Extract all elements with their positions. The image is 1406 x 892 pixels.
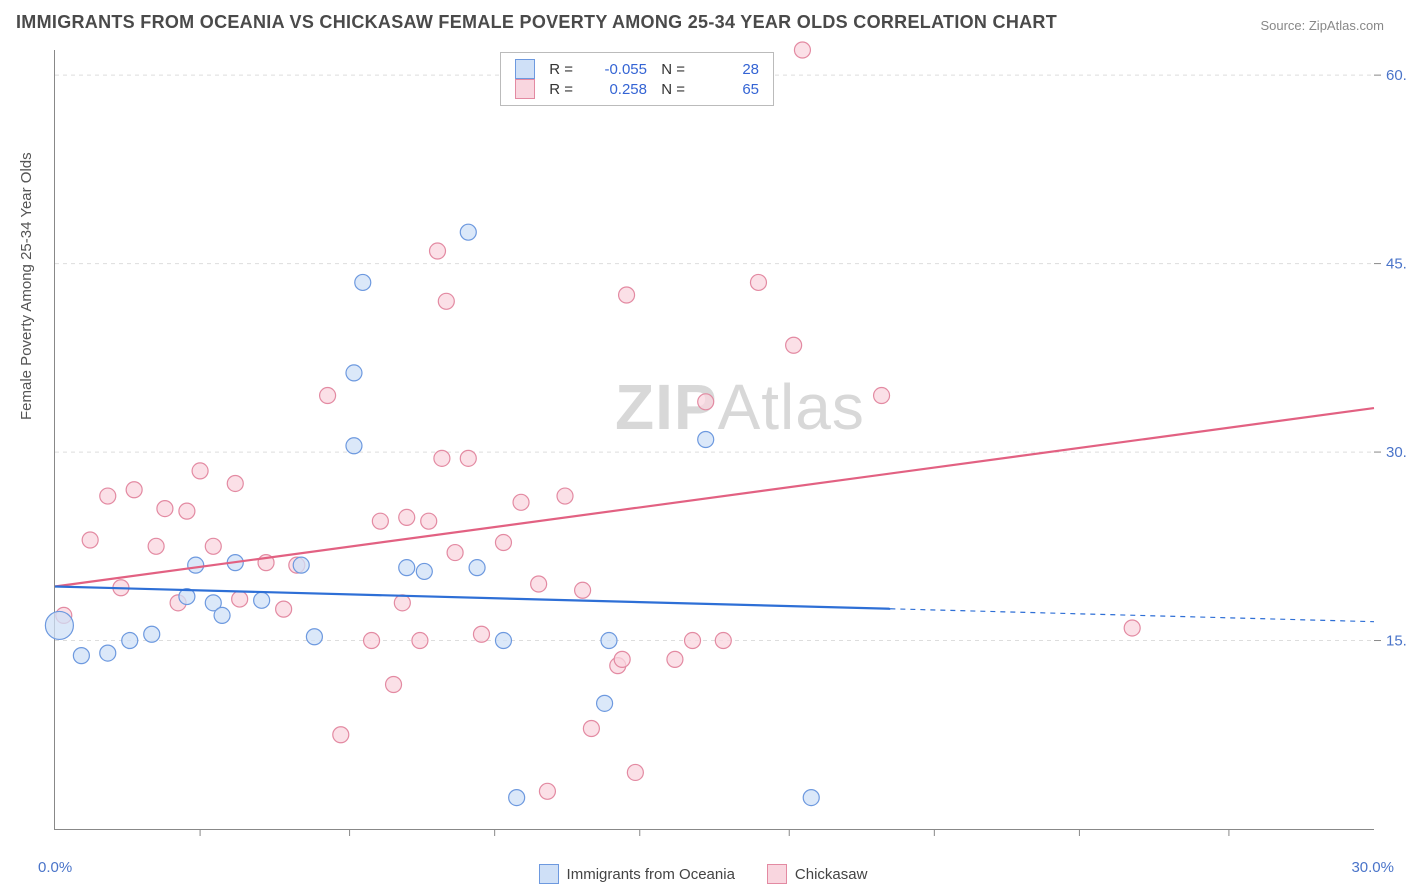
swatch-a-icon (539, 864, 559, 884)
chart-title: IMMIGRANTS FROM OCEANIA VS CHICKASAW FEM… (16, 12, 1057, 33)
legend-item-b: Chickasaw (767, 864, 868, 884)
chart-container: IMMIGRANTS FROM OCEANIA VS CHICKASAW FEM… (0, 0, 1406, 892)
legend-row-a: R = -0.055 N = 28 (515, 59, 759, 79)
svg-text:60.0%: 60.0% (1386, 67, 1406, 84)
legend-label-a: Immigrants from Oceania (567, 866, 735, 883)
plot-svg: 15.0%30.0%45.0%60.0% (55, 50, 1374, 829)
source-attribution: Source: ZipAtlas.com (1260, 18, 1384, 33)
svg-text:30.0%: 30.0% (1386, 444, 1406, 461)
plot-area: ZIPAtlas 15.0%30.0%45.0%60.0% (54, 50, 1374, 830)
series-legend: Immigrants from Oceania Chickasaw (0, 864, 1406, 884)
swatch-b (515, 79, 535, 99)
legend-label-b: Chickasaw (795, 866, 868, 883)
y-axis-label: Female Poverty Among 25-34 Year Olds (18, 152, 35, 420)
legend-row-b: R = 0.258 N = 65 (515, 79, 759, 99)
correlation-legend: R = -0.055 N = 28 R = 0.258 N = 65 (500, 52, 774, 106)
x-min-label: 0.0% (38, 859, 72, 876)
svg-text:45.0%: 45.0% (1386, 256, 1406, 273)
swatch-b-icon (767, 864, 787, 884)
legend-item-a: Immigrants from Oceania (539, 864, 735, 884)
x-max-label: 30.0% (1351, 859, 1394, 876)
swatch-a (515, 59, 535, 79)
svg-text:15.0%: 15.0% (1386, 633, 1406, 650)
